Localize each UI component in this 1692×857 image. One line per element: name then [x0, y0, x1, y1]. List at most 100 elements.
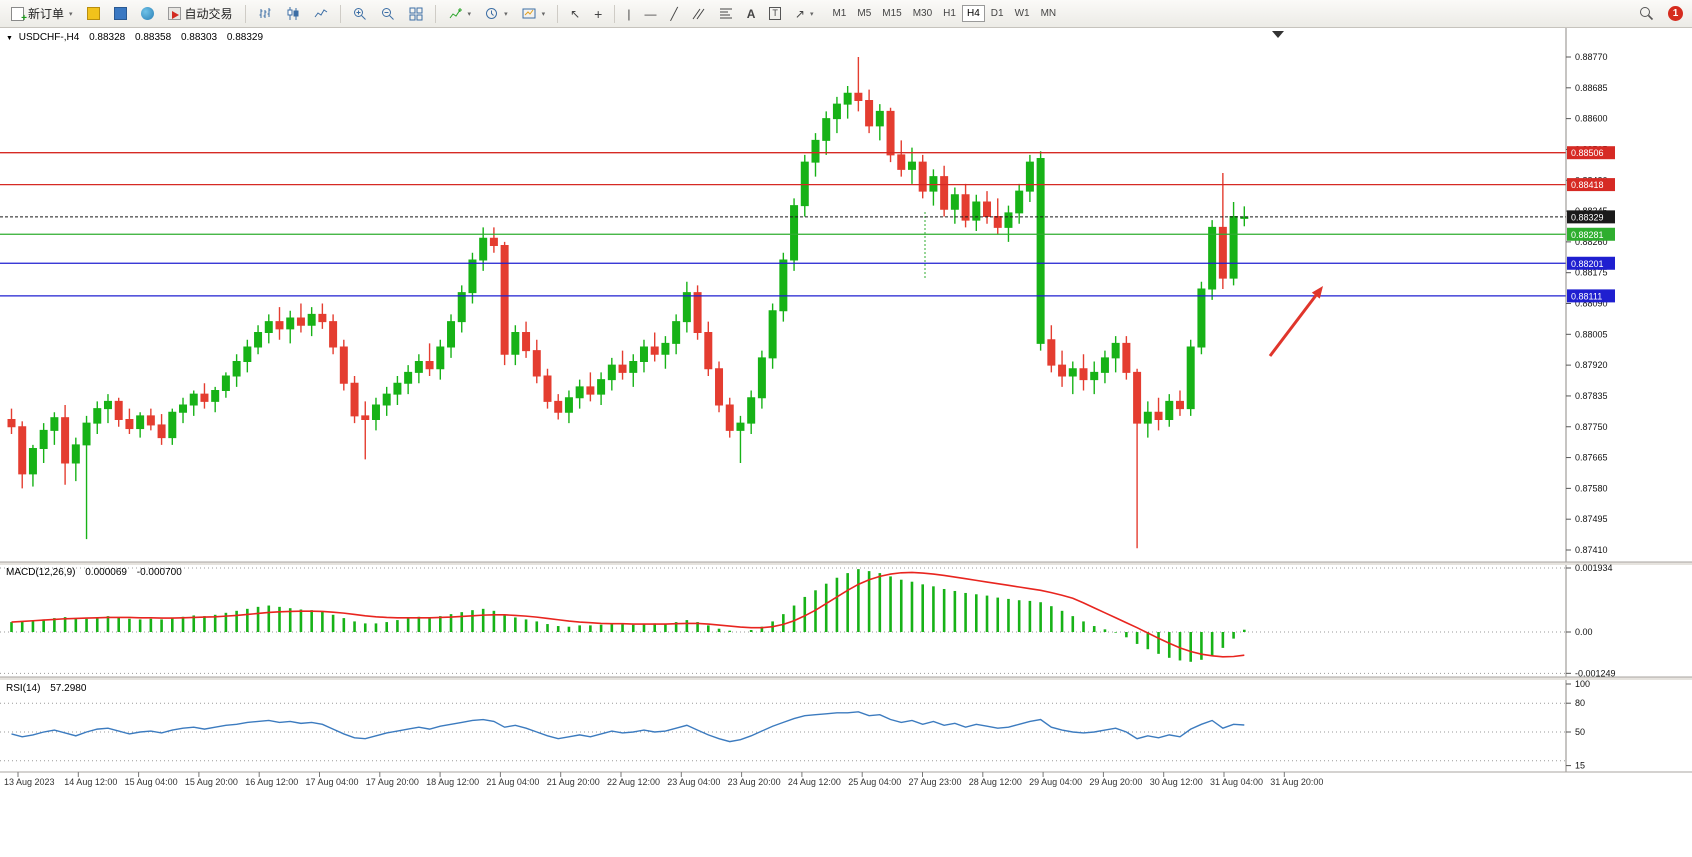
- new-order-label: 新订单: [28, 7, 65, 21]
- text-button[interactable]: A: [741, 3, 762, 25]
- trendline-button[interactable]: ╱: [664, 3, 683, 25]
- candle-body: [682, 292, 691, 323]
- toolbar-separator: [434, 4, 436, 23]
- candle-body: [854, 92, 863, 101]
- tile-windows-button[interactable]: [403, 3, 429, 25]
- x-axis-label: 30 Aug 12:00: [1150, 777, 1203, 787]
- templates-button[interactable]: ▾: [516, 3, 552, 25]
- chart-canvas[interactable]: 0.887700.886850.886000.885150.884300.883…: [0, 28, 1692, 857]
- candle-body: [672, 321, 681, 344]
- price-tick-label: 0.88005: [1575, 329, 1608, 339]
- rsi-value: 57.2980: [50, 683, 87, 694]
- clock-icon: [486, 7, 498, 19]
- timeframe-button-mn[interactable]: MN: [1036, 5, 1062, 22]
- candle-body: [1068, 368, 1077, 377]
- chart-title: ▼ USDCHF-,H4 0.88328 0.88358 0.88303 0.8…: [6, 32, 270, 43]
- cursor-button[interactable]: ↖: [564, 3, 586, 25]
- zoom-out-button[interactable]: [375, 3, 401, 25]
- candle-body: [28, 448, 37, 475]
- candle-body: [597, 379, 606, 395]
- candle-body: [1058, 364, 1067, 377]
- equidistant-channel-icon: [692, 8, 705, 20]
- autotrade-button[interactable]: 自动交易: [162, 3, 239, 25]
- x-axis-label: 23 Aug 20:00: [728, 777, 781, 787]
- chart-collapse-icon[interactable]: ▼: [6, 35, 13, 42]
- line-chart-button[interactable]: [308, 3, 334, 25]
- bar-chart-button[interactable]: [252, 3, 278, 25]
- search-button[interactable]: [1633, 3, 1660, 25]
- price-badge: [1567, 178, 1615, 192]
- price-tick-label: 0.87665: [1575, 453, 1608, 463]
- timeframe-button-m30[interactable]: M30: [908, 5, 937, 22]
- candle-body: [736, 422, 745, 431]
- candle-body: [307, 313, 316, 326]
- candle-body: [339, 346, 348, 384]
- arrows-button[interactable]: ↗ ▾: [789, 3, 820, 25]
- autotrade-icon: [167, 7, 181, 20]
- fibonacci-button[interactable]: [713, 3, 739, 25]
- equidistant-channel-button[interactable]: [686, 3, 711, 25]
- notification-badge[interactable]: 1: [1668, 6, 1683, 21]
- price-tick-label: 0.87920: [1575, 360, 1608, 370]
- candle-body: [500, 245, 509, 355]
- trend-arrow-annotation[interactable]: [1268, 293, 1319, 357]
- timeframe-button-w1[interactable]: W1: [1010, 5, 1035, 22]
- panel-splitter[interactable]: [0, 677, 1692, 680]
- candle-body: [275, 321, 284, 330]
- timeframe-button-h4[interactable]: H4: [961, 5, 985, 22]
- candle-body: [757, 357, 766, 399]
- timeframe-button-m15[interactable]: M15: [877, 5, 906, 22]
- x-axis-label: 24 Aug 12:00: [788, 777, 841, 787]
- candle-body: [82, 422, 91, 446]
- timeframe-button-h1[interactable]: H1: [938, 5, 961, 22]
- price-badge-label: 0.88506: [1571, 148, 1604, 158]
- chart-window: ▼ USDCHF-,H4 0.88328 0.88358 0.88303 0.8…: [0, 28, 1692, 857]
- new-order-button[interactable]: + 新订单 ▾: [5, 3, 79, 25]
- candle-body: [211, 390, 220, 402]
- panel-splitter[interactable]: [0, 562, 1692, 565]
- search-icon: [1640, 7, 1654, 21]
- chevron-down-icon: ▾: [467, 10, 472, 18]
- crosshair-button[interactable]: +: [588, 3, 608, 25]
- zoom-in-button[interactable]: [347, 3, 373, 25]
- market-watch-button[interactable]: [81, 3, 106, 25]
- timeframe-button-m1[interactable]: M1: [827, 5, 851, 22]
- price-badge-label: 0.88329: [1571, 212, 1604, 222]
- horizontal-line-button[interactable]: —: [638, 3, 662, 25]
- x-axis-label: 23 Aug 04:00: [667, 777, 720, 787]
- price-tick-label: 0.88260: [1575, 237, 1608, 247]
- indicators-button[interactable]: ▾: [442, 3, 478, 25]
- chevron-down-icon: ▾: [809, 10, 814, 18]
- price-badge-label: 0.88281: [1571, 230, 1604, 240]
- text-label-button[interactable]: T: [763, 3, 787, 25]
- fibonacci-icon: [719, 8, 732, 19]
- x-axis-label: 17 Aug 04:00: [306, 777, 359, 787]
- x-axis-label: 15 Aug 04:00: [125, 777, 178, 787]
- toolbar: + 新订单 ▾ 自动交易 ▾ ▾ ▾ ↖ + | — ╱ A T ↗ ▾ M1 M5…: [0, 0, 1692, 28]
- chart-shift-marker[interactable]: [1272, 31, 1284, 38]
- x-axis-label: 27 Aug 23:00: [909, 777, 962, 787]
- candle-body: [425, 361, 434, 370]
- candle-body: [993, 216, 1002, 228]
- line-chart-icon: [314, 9, 327, 18]
- macd-tick-label: 0.00: [1575, 627, 1593, 637]
- candle-body: [414, 361, 423, 373]
- candlestick-chart-button[interactable]: [280, 3, 306, 25]
- price-badge-label: 0.88201: [1571, 259, 1604, 269]
- candle-body: [1111, 342, 1120, 359]
- candle-body: [950, 194, 959, 210]
- timeframe-button-d1[interactable]: D1: [986, 5, 1009, 22]
- community-button[interactable]: [135, 3, 160, 25]
- price-badge: [1567, 256, 1615, 270]
- timeframe-button-m5[interactable]: M5: [852, 5, 876, 22]
- candle-body: [286, 317, 295, 330]
- periods-button[interactable]: ▾: [479, 3, 514, 25]
- price-tick-label: 0.88175: [1575, 268, 1608, 278]
- x-axis-label: 29 Aug 20:00: [1089, 777, 1142, 787]
- data-window-button[interactable]: [108, 3, 133, 25]
- candle-body: [489, 237, 498, 246]
- horizontal-line-icon: —: [644, 6, 657, 21]
- toolbar-separator: [244, 4, 246, 23]
- vertical-line-button[interactable]: |: [621, 3, 636, 25]
- candle-body: [875, 110, 884, 127]
